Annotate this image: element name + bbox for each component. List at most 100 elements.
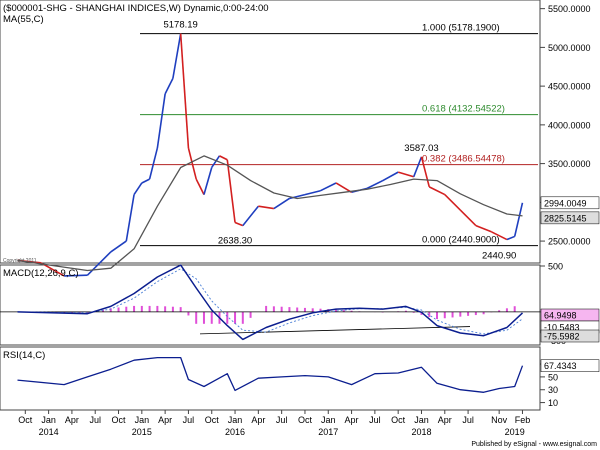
price-segment [226, 159, 236, 223]
macd-line [17, 264, 524, 341]
price-annotation: 2638.30 [218, 235, 252, 246]
time-axis-month-label: Apr [251, 415, 265, 425]
price-segment [110, 240, 127, 253]
price-annotation: 5178.19 [163, 20, 197, 31]
price-axis-label: 5000.0000 [548, 43, 591, 53]
price-segment [382, 171, 399, 182]
price-segment [366, 179, 383, 190]
time-axis-month-label: Jan [414, 415, 429, 425]
macd-value-badge: -10.5483 [544, 323, 580, 333]
time-axis-month-label: Feb [515, 415, 531, 425]
price-segment [203, 167, 213, 195]
price-badge-close-box [540, 196, 600, 210]
annotation-layer: 5178.19 3587.03 2638.30 2440.90 2994.0049 282… [163, 20, 600, 372]
price-segment [335, 182, 352, 193]
fib-level-label: 0.618 (4132.54522) [422, 104, 505, 115]
macd-trendline [199, 326, 471, 335]
price-segment [172, 33, 182, 79]
price-segment [234, 221, 244, 227]
price-segment [491, 231, 508, 241]
price-segment [475, 224, 492, 233]
time-axis-month-label: Jan [228, 415, 243, 425]
ma-label: MA(55,C) [3, 14, 44, 25]
time-axis-month-label: Apr [158, 415, 172, 425]
rsi-panel-frame [0, 346, 541, 411]
macd-signal-line [17, 268, 523, 335]
axes-layer: 2500.00003000.00003500.00004000.00004500… [18, 4, 590, 437]
price-axis-label: 4500.0000 [548, 82, 591, 92]
time-axis-month-label: Jul [276, 415, 288, 425]
macd-axis-label: 500 [548, 262, 563, 272]
price-segment [187, 147, 197, 180]
time-axis-year-label: 2018 [411, 427, 431, 437]
price-segment [179, 33, 190, 149]
rsi-value-badge-box [540, 359, 600, 372]
price-segment [148, 147, 159, 180]
price-axis-label: 2500.0000 [548, 237, 591, 247]
time-axis-year-label: 2019 [505, 427, 525, 437]
macd-hist-badge: 64.9498 [544, 311, 577, 321]
price-segment [420, 156, 431, 188]
panel-frames [0, 0, 541, 411]
price-segment [444, 194, 461, 211]
time-axis-month-label: Jul [183, 415, 195, 425]
price-badge-close: 2994.0049 [544, 198, 587, 208]
macd-signal-badge-box [540, 329, 600, 343]
chart-title: ($000001-SHG - SHANGHAI INDICES,W) Dynam… [3, 3, 269, 14]
price-segment [86, 251, 112, 276]
time-axis-month-label: Apr [345, 415, 359, 425]
time-axis-month-label: Apr [65, 415, 79, 425]
price-segment [164, 78, 174, 95]
time-axis-month-label: Oct [18, 415, 33, 425]
time-axis-year-label: 2015 [132, 427, 152, 437]
time-axis-year-label: 2016 [225, 427, 245, 437]
time-axis-month-label: Jul [89, 415, 101, 425]
price-axis-label: 5500.0000 [548, 4, 591, 14]
watermark: Copyright 2011 [3, 258, 37, 264]
price-segment [397, 171, 414, 178]
rsi-line [17, 356, 524, 393]
price-segment [211, 155, 221, 168]
price-segment [258, 205, 275, 210]
price-segment [242, 205, 259, 227]
price-segment [506, 235, 515, 241]
price-panel-frame [0, 0, 541, 264]
price-badge-ma: 2825.5145 [544, 213, 587, 223]
macd-panel-frame [0, 264, 541, 346]
price-segment [320, 182, 337, 192]
rsi-axis-label: 50 [548, 372, 558, 382]
rsi-label: RSI(14,C) [3, 350, 45, 361]
fib-level-label: 1.000 (5178.1900) [422, 23, 500, 34]
price-segment [141, 178, 150, 184]
time-axis-month-label: Oct [112, 415, 127, 425]
price-annotation: 2440.90 [482, 251, 516, 262]
ma55-line [17, 155, 523, 272]
price-badge-ma-box [540, 211, 600, 225]
series-layer [17, 33, 524, 393]
time-axis-month-label: Oct [298, 415, 313, 425]
price-segment [64, 274, 88, 277]
fibonacci-levels: 1.000 (5178.1900) 0.618 (4132.54522) 0.382… [140, 23, 538, 247]
price-segment [513, 202, 524, 237]
rsi-axis-label: 30 [548, 385, 558, 395]
price-segment [195, 178, 205, 195]
rsi-axis-label: 10 [548, 398, 558, 408]
time-axis-month-label: Jul [462, 415, 474, 425]
price-segment [428, 186, 446, 196]
time-axis-month-label: Oct [205, 415, 220, 425]
time-axis-month-label: Oct [391, 415, 406, 425]
price-segment [304, 189, 321, 196]
time-axis-year-label: 2014 [39, 427, 59, 437]
price-segment [156, 93, 166, 149]
time-axis-month-label: Apr [438, 415, 452, 425]
rsi-value-badge: 67.4343 [544, 361, 577, 371]
price-segment [133, 182, 143, 196]
price-annotation: 3587.03 [404, 143, 438, 154]
time-axis-month-label: Jan [41, 415, 56, 425]
price-segment [412, 156, 423, 178]
time-axis-month-label: Jan [321, 415, 336, 425]
time-axis-month-label: Nov [491, 415, 508, 425]
price-axis-label: 3500.0000 [548, 159, 591, 169]
time-axis-year-label: 2017 [318, 427, 338, 437]
